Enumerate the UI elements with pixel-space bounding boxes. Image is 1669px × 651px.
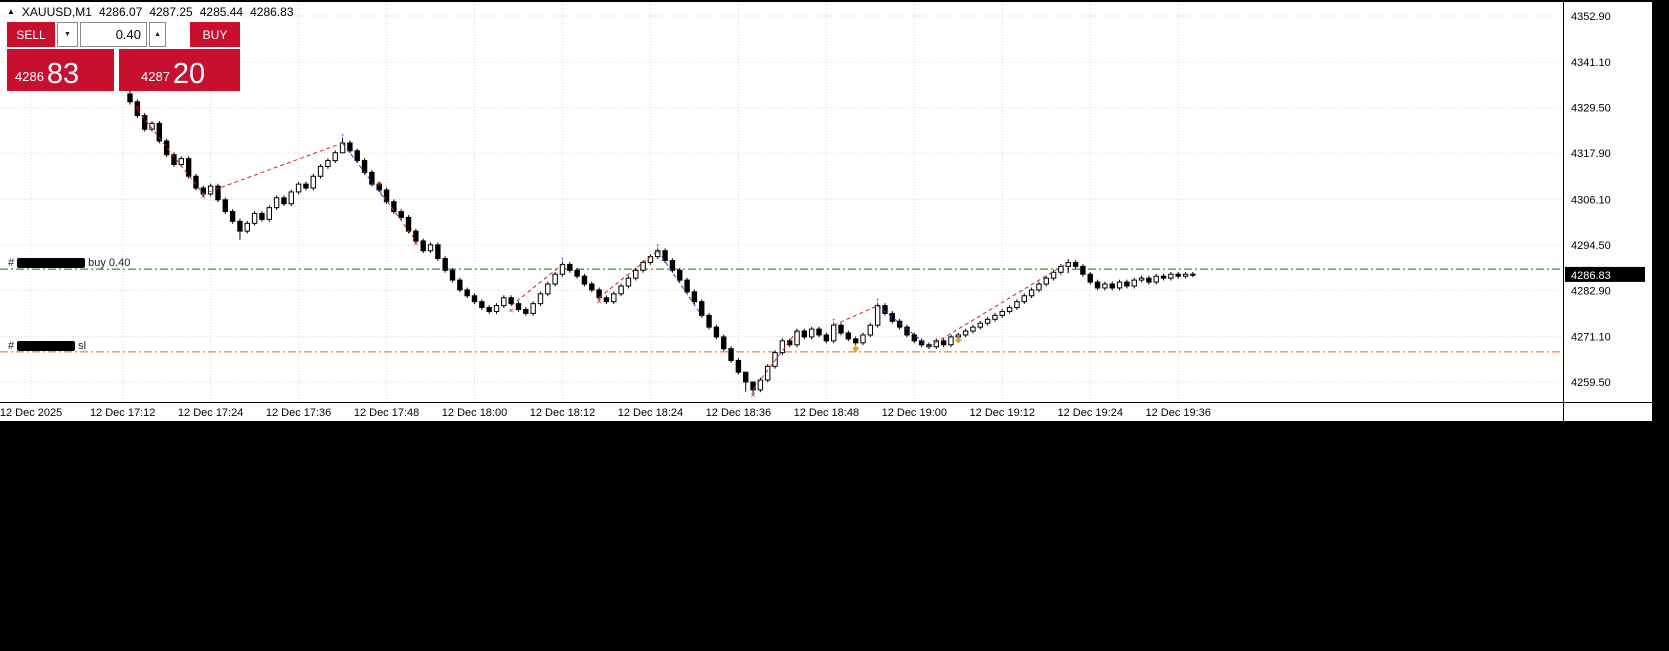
svg-text:×: × — [750, 390, 755, 400]
chart-window: × × × × × × × ↑ ↑ ↑ ↑ ↑ ◆ ◆ 4352.90 4341.10 4329.50 4317.… — [0, 2, 1652, 421]
buy-price-button[interactable]: 4287 20 — [119, 49, 240, 91]
sell-price-main: 4286 — [15, 69, 44, 84]
svg-text:4352.90: 4352.90 — [1571, 11, 1611, 23]
ohlc-open: 4286.07 — [98, 5, 143, 19]
svg-text:12 Dec 17:36: 12 Dec 17:36 — [266, 407, 331, 419]
chevron-down-icon: ▼ — [64, 31, 71, 38]
buy-button[interactable]: BUY — [190, 22, 240, 47]
candles — [127, 88, 1196, 394]
sell-button[interactable]: SELL — [7, 22, 55, 47]
order-number-prefix: # — [8, 339, 15, 352]
zigzag-blue — [342, 142, 930, 348]
svg-text:12 Dec 18:48: 12 Dec 18:48 — [794, 407, 859, 419]
stoploss-label: # sl — [8, 340, 86, 352]
svg-text:×: × — [413, 239, 418, 249]
buy-position-text: buy 0.40 — [88, 257, 131, 270]
one-click-trading-panel: SELL ▼ ▲ BUY 4286 83 4287 20 — [7, 22, 240, 91]
svg-text:4294.50: 4294.50 — [1571, 240, 1611, 252]
redaction-block — [17, 258, 86, 269]
svg-text:12 Dec 17:24: 12 Dec 17:24 — [178, 407, 243, 419]
svg-text:12 Dec 18:00: 12 Dec 18:00 — [442, 407, 507, 419]
sell-price-button[interactable]: 4286 83 — [7, 49, 114, 91]
svg-text:×: × — [135, 103, 140, 113]
svg-text:↑: ↑ — [831, 315, 836, 325]
svg-text:12 Dec 19:36: 12 Dec 19:36 — [1145, 407, 1210, 419]
svg-text:12 Dec 19:24: 12 Dec 19:24 — [1058, 407, 1123, 419]
chart-background — [0, 2, 1652, 421]
svg-text:12 Dec 18:24: 12 Dec 18:24 — [618, 407, 683, 419]
redaction-block — [17, 340, 76, 351]
svg-text:4271.10: 4271.10 — [1571, 332, 1611, 344]
svg-text:↑: ↑ — [875, 295, 880, 305]
zigzag-red — [136, 109, 1069, 391]
svg-text:4341.10: 4341.10 — [1571, 57, 1611, 69]
svg-text:12 Dec 18:36: 12 Dec 18:36 — [706, 407, 771, 419]
volume-input[interactable] — [80, 22, 147, 47]
svg-text:12 Dec 19:12: 12 Dec 19:12 — [970, 407, 1035, 419]
svg-text:4259.50: 4259.50 — [1571, 377, 1611, 389]
svg-text:12 Dec 2025: 12 Dec 2025 — [0, 407, 62, 419]
svg-text:4286.83: 4286.83 — [1571, 270, 1611, 282]
svg-text:◆: ◆ — [852, 343, 859, 353]
time-axis[interactable]: 12 Dec 2025 12 Dec 17:12 12 Dec 17:24 12 De… — [0, 407, 1211, 419]
svg-text:4317.90: 4317.90 — [1571, 148, 1611, 160]
current-price-badge: 4286.83 — [1565, 266, 1645, 282]
chart-title: ▲ XAUUSD,M1 4286.07 4287.25 4285.44 4286… — [7, 5, 294, 19]
symbol-timeframe: XAUUSD,M1 — [21, 5, 92, 19]
svg-text:×: × — [201, 192, 206, 202]
buy-position-label: # buy 0.40 — [8, 257, 130, 269]
order-number-prefix: # — [8, 257, 15, 270]
buy-price-big: 20 — [172, 58, 206, 90]
svg-text:12 Dec 19:00: 12 Dec 19:00 — [882, 407, 947, 419]
ohlc-high: 4287.25 — [149, 5, 193, 19]
svg-text:4282.90: 4282.90 — [1571, 285, 1611, 297]
svg-text:×: × — [596, 297, 601, 307]
svg-text:12 Dec 17:12: 12 Dec 17:12 — [90, 407, 155, 419]
sell-price-big: 83 — [46, 58, 80, 90]
svg-text:×: × — [377, 179, 382, 189]
stoploss-text: sl — [78, 339, 87, 352]
svg-text:×: × — [509, 305, 514, 315]
svg-text:↑: ↑ — [560, 254, 565, 264]
svg-text:◆: ◆ — [955, 335, 962, 345]
grid — [0, 2, 1563, 402]
svg-text:12 Dec 18:12: 12 Dec 18:12 — [530, 407, 595, 419]
symbol-marker-icon: ▲ — [7, 7, 15, 16]
ohlc-close: 4286.83 — [250, 5, 294, 19]
buy-price-main: 4287 — [141, 69, 170, 84]
svg-text:4306.10: 4306.10 — [1571, 194, 1611, 206]
svg-text:↑: ↑ — [656, 241, 661, 251]
chevron-up-icon: ▲ — [154, 31, 161, 38]
volume-dropdown-button[interactable]: ▼ — [57, 22, 78, 47]
signal-markers: × × × × × × × ↑ ↑ ↑ ↑ ↑ ◆ ◆ — [135, 103, 962, 400]
price-chart[interactable]: × × × × × × × ↑ ↑ ↑ ↑ ↑ ◆ ◆ 4352.90 4341.10 4329.50 4317.… — [0, 2, 1652, 421]
svg-text:12 Dec 17:48: 12 Dec 17:48 — [354, 407, 419, 419]
ohlc-low: 4285.44 — [199, 5, 244, 19]
volume-increase-button[interactable]: ▲ — [149, 22, 166, 47]
svg-text:4329.50: 4329.50 — [1571, 103, 1611, 115]
price-axis[interactable]: 4352.90 4341.10 4329.50 4317.90 4306.10 4294.… — [1571, 11, 1611, 389]
svg-text:↑: ↑ — [340, 131, 345, 141]
